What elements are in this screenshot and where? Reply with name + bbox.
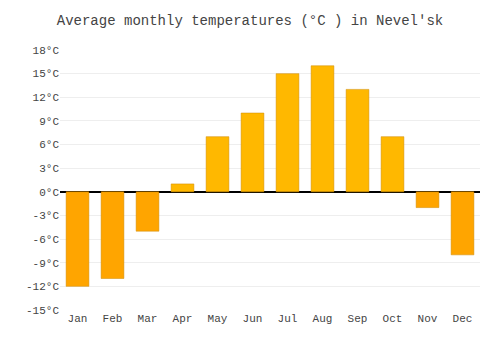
svg-text:Nov: Nov (418, 313, 438, 325)
svg-text:Oct: Oct (383, 313, 403, 325)
svg-text:3°C: 3°C (39, 163, 59, 175)
svg-text:Sep: Sep (348, 313, 368, 325)
svg-text:Average monthly temperatures (: Average monthly temperatures (°C ) in Ne… (57, 13, 443, 29)
svg-text:May: May (208, 313, 228, 325)
svg-text:Jul: Jul (278, 313, 298, 325)
svg-text:-12°C: -12°C (26, 281, 59, 293)
svg-text:-3°C: -3°C (33, 210, 60, 222)
svg-text:Jun: Jun (243, 313, 263, 325)
svg-text:Dec: Dec (453, 313, 473, 325)
svg-text:Feb: Feb (103, 313, 123, 325)
svg-text:-15°C: -15°C (26, 305, 59, 317)
svg-text:-6°C: -6°C (33, 234, 60, 246)
svg-text:9°C: 9°C (39, 116, 59, 128)
svg-text:18°C: 18°C (33, 45, 60, 57)
svg-text:Aug: Aug (313, 313, 333, 325)
svg-text:15°C: 15°C (33, 68, 60, 80)
svg-text:Mar: Mar (138, 313, 158, 325)
svg-text:-9°C: -9°C (33, 258, 60, 270)
svg-text:Jan: Jan (68, 313, 88, 325)
svg-text:6°C: 6°C (39, 139, 59, 151)
svg-text:12°C: 12°C (33, 92, 60, 104)
svg-text:0°C: 0°C (39, 187, 59, 199)
svg-text:Apr: Apr (173, 313, 193, 325)
